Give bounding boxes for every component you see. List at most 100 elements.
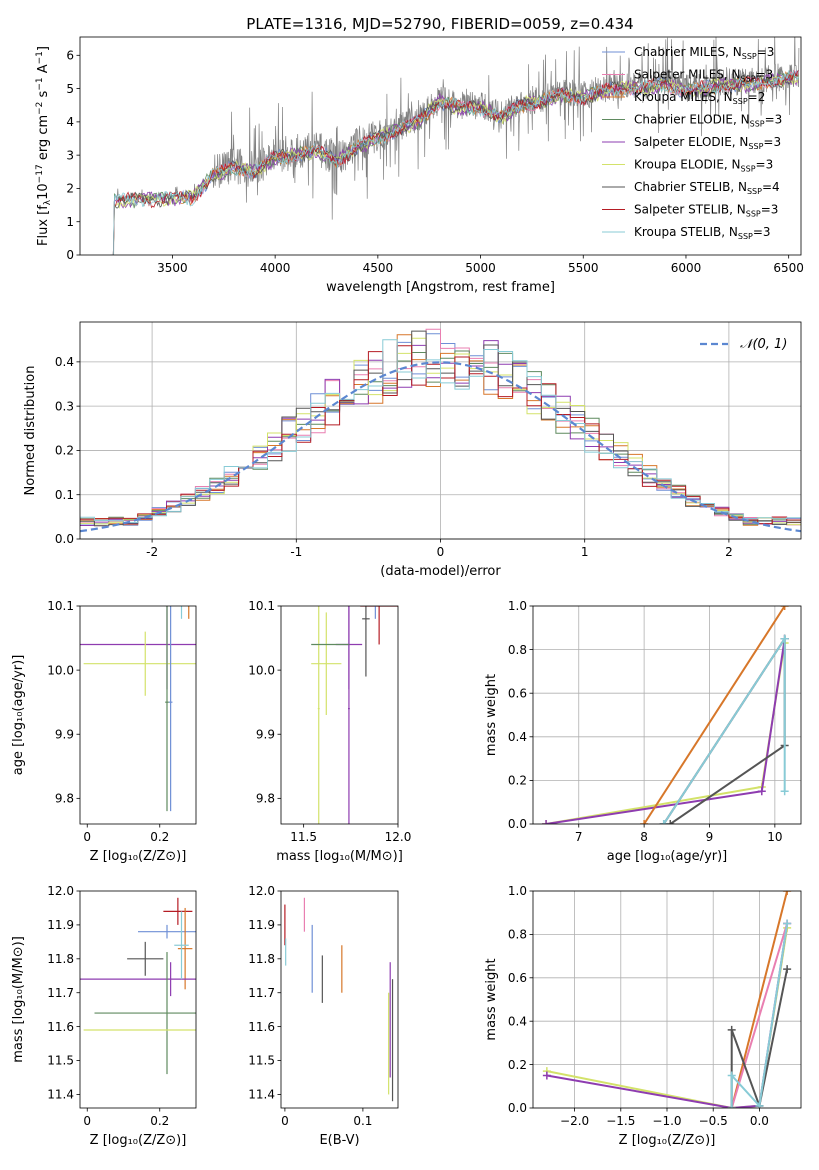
x-tick-label: 0.1 bbox=[353, 1114, 372, 1128]
hist-salpeter-miles bbox=[80, 328, 801, 527]
weight-marker bbox=[780, 634, 789, 643]
x-axis-label: Z [log₁₀(Z/Z⊙)] bbox=[90, 849, 187, 864]
y-tick-label: 9.9 bbox=[256, 727, 275, 741]
weight-marker bbox=[727, 1025, 736, 1034]
normal-curve bbox=[80, 361, 801, 533]
x-tick-label: 1 bbox=[581, 545, 589, 559]
x-tick-label: 6000 bbox=[671, 261, 702, 275]
panel-residuals: -2 -1 0 1 2 0.0 0.1 0.2 0.3 0.4 (data-model)/error… bbox=[23, 321, 802, 579]
x-tick-label: 5000 bbox=[465, 261, 496, 275]
weight-line-kroupa-miles bbox=[643, 606, 786, 824]
x-tick-label: 4500 bbox=[363, 261, 394, 275]
plot-area bbox=[110, 37, 800, 255]
y-tick-label: 11.9 bbox=[47, 918, 74, 932]
x-tick-label: −0.5 bbox=[699, 1114, 728, 1128]
x-tick-label: 8 bbox=[640, 830, 648, 844]
y-tick-label: 12.0 bbox=[248, 884, 275, 898]
panel-mass_vs_ebv: 0 0.1 11.4 11.5 11.6 11.7 11.8 11.9 12.0 E(B-V) bbox=[248, 884, 399, 1148]
axes-frame bbox=[79, 321, 802, 540]
y-tick-label: 9.8 bbox=[55, 792, 74, 806]
y-tick-label: 11.5 bbox=[248, 1054, 275, 1068]
x-tick-label: 7 bbox=[575, 830, 583, 844]
y-axis-label: mass weight bbox=[484, 674, 499, 756]
x-tick-label: 0 bbox=[83, 1114, 91, 1128]
y-tick-label: 11.7 bbox=[248, 986, 275, 1000]
x-tick-label: −1.5 bbox=[606, 1114, 635, 1128]
model-line-chabrier-elodie bbox=[110, 71, 799, 255]
y-tick-label: 10.0 bbox=[47, 663, 74, 677]
y-tick-label: 11.8 bbox=[47, 952, 74, 966]
legend-entry: Kroupa STELIB, NSSP=3 bbox=[634, 225, 771, 241]
figure-title: PLATE=1316, MJD=52790, FIBERID=0059, z=0… bbox=[246, 15, 633, 33]
y-axis-label: Normed distribution bbox=[23, 366, 38, 496]
x-tick-label: 0 bbox=[437, 545, 445, 559]
x-axis-label: age [log₁₀(age/yr)] bbox=[607, 849, 728, 864]
weight-line-salpeter-elodie bbox=[545, 638, 786, 824]
legend-entry: Kroupa ELODIE, NSSP=3 bbox=[634, 158, 773, 174]
weight-marker bbox=[640, 820, 649, 824]
y-tick-label: 0.3 bbox=[55, 399, 74, 413]
x-tick-label: 0 bbox=[83, 830, 91, 844]
y-tick-label: 10.1 bbox=[47, 599, 74, 613]
weight-line-kroupa-stelib bbox=[730, 923, 789, 1108]
plot-area bbox=[80, 606, 196, 812]
axes-frame bbox=[280, 605, 399, 825]
y-tick-label: 11.8 bbox=[248, 952, 275, 966]
axes-frame bbox=[532, 890, 802, 1109]
x-axis-label: Z [log₁₀(Z/Z⊙)] bbox=[90, 1133, 187, 1148]
y-tick-label: 11.7 bbox=[47, 986, 74, 1000]
axes-frame bbox=[532, 605, 802, 825]
y-axis-label: mass [log₁₀(M/M⊙)] bbox=[11, 936, 26, 1063]
x-tick-label: 0.2 bbox=[150, 830, 169, 844]
x-tick-label: -2 bbox=[146, 545, 158, 559]
y-axis-label: Flux [fλ10−17 erg cm−2 s−1 A−1] bbox=[35, 46, 53, 246]
weight-line-salpeter-miles bbox=[730, 923, 789, 1108]
panel-weight_vs_age: 7 8 9 10 0.0 0.2 0.4 0.6 0.8 1.0 age [log₁₀(age/yr… bbox=[484, 599, 802, 864]
x-axis-label: mass [log₁₀(M/M⊙)] bbox=[276, 849, 403, 864]
weight-marker bbox=[783, 919, 792, 928]
model-line-salpeter-stelib bbox=[110, 69, 799, 255]
weight-line-chabrier-stelib bbox=[730, 968, 789, 1108]
legend-entry: Salpeter STELIB, NSSP=3 bbox=[634, 203, 778, 219]
y-tick-label: 0.0 bbox=[508, 1101, 527, 1115]
x-tick-label: 0 bbox=[281, 1114, 289, 1128]
y-tick-label: 0.2 bbox=[508, 1058, 527, 1072]
y-tick-label: 4 bbox=[66, 115, 74, 129]
hist-kroupa-stelib bbox=[80, 339, 801, 523]
plot-area bbox=[284, 897, 394, 1102]
weight-marker bbox=[542, 1071, 551, 1080]
x-axis-label: Z [log₁₀(Z/Z⊙)] bbox=[619, 1133, 716, 1148]
y-tick-label: 3 bbox=[66, 148, 74, 162]
y-axis-label: age [log₁₀(age/yr)] bbox=[11, 655, 26, 776]
axes-frame bbox=[79, 605, 197, 825]
weight-marker bbox=[757, 787, 766, 796]
y-tick-label: 0.8 bbox=[508, 643, 527, 657]
x-tick-label: −1.0 bbox=[652, 1114, 681, 1128]
y-tick-label: 11.6 bbox=[47, 1020, 74, 1034]
y-tick-label: 0.4 bbox=[55, 355, 74, 369]
plot-area bbox=[542, 606, 789, 824]
y-tick-label: 0.4 bbox=[508, 1014, 527, 1028]
y-tick-label: 0.0 bbox=[508, 817, 527, 831]
plot-area bbox=[80, 328, 801, 533]
x-tick-label: −2.0 bbox=[560, 1114, 589, 1128]
y-tick-label: 1.0 bbox=[508, 884, 527, 898]
weight-line-kroupa-miles bbox=[730, 891, 789, 1108]
y-tick-label: 0.4 bbox=[508, 730, 527, 744]
plot-area bbox=[311, 606, 398, 824]
y-tick-label: 0.1 bbox=[55, 488, 74, 502]
grid bbox=[533, 605, 801, 825]
legend-entry: Kroupa MILES, NSSP=2 bbox=[634, 90, 765, 106]
weight-marker bbox=[780, 787, 789, 796]
weight-marker bbox=[783, 965, 792, 974]
weight-marker bbox=[755, 1101, 764, 1108]
y-tick-label: 11.9 bbox=[248, 918, 275, 932]
x-tick-label: 2 bbox=[725, 545, 733, 559]
x-tick-label: 12.0 bbox=[385, 830, 412, 844]
panel-age_vs_mass: 11.5 12.0 9.8 9.9 10.0 10.1 mass [log₁₀(M/M⊙)] bbox=[248, 599, 412, 864]
model-line-kroupa-stelib bbox=[110, 69, 799, 255]
x-axis-label: wavelength [Angstrom, rest frame] bbox=[326, 280, 555, 295]
x-tick-label: 0.0 bbox=[750, 1114, 769, 1128]
x-tick-label: 4000 bbox=[260, 261, 291, 275]
panel-weight_vs_Z: −2.0 −1.5 −1.0 −0.5 0.0 0.0 0.2 0.4 0.6 0.8 1.0 Z [… bbox=[484, 884, 802, 1148]
